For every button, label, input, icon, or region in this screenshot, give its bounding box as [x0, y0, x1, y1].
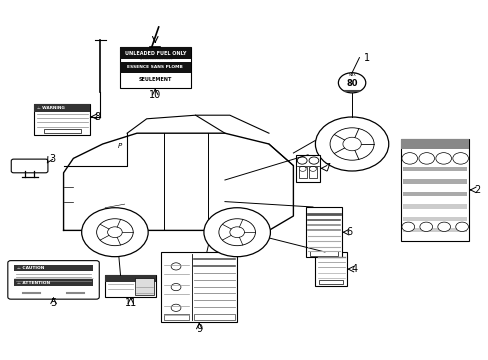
FancyBboxPatch shape	[11, 159, 48, 173]
Bar	[295, 155, 320, 182]
Circle shape	[219, 219, 255, 246]
Bar	[400, 139, 468, 241]
FancyBboxPatch shape	[8, 261, 99, 299]
Text: 80: 80	[346, 79, 357, 88]
Circle shape	[401, 153, 417, 164]
Bar	[403, 167, 466, 171]
Bar	[194, 314, 234, 320]
Bar	[105, 275, 156, 297]
Bar	[400, 139, 468, 149]
Circle shape	[418, 153, 434, 164]
Bar	[403, 204, 466, 209]
Bar	[34, 104, 90, 135]
Circle shape	[452, 153, 468, 164]
Circle shape	[203, 208, 270, 257]
Circle shape	[309, 166, 316, 171]
Circle shape	[455, 222, 468, 231]
Text: ⚠ ATTENTION: ⚠ ATTENTION	[17, 280, 50, 285]
Bar	[135, 278, 154, 295]
Bar	[163, 314, 189, 320]
Bar	[403, 217, 466, 221]
Bar	[14, 279, 93, 286]
Bar	[305, 207, 342, 257]
Circle shape	[97, 219, 133, 246]
Circle shape	[437, 222, 449, 231]
Text: 3: 3	[49, 154, 56, 165]
Bar	[403, 192, 466, 196]
Text: 5: 5	[50, 298, 57, 309]
Text: 4: 4	[350, 264, 357, 274]
Bar	[120, 62, 190, 73]
Text: 6: 6	[346, 227, 352, 237]
Bar	[403, 228, 466, 232]
Text: 1: 1	[364, 53, 370, 63]
Bar	[308, 167, 317, 178]
Circle shape	[338, 73, 365, 93]
Circle shape	[107, 227, 122, 238]
Text: 2: 2	[473, 185, 480, 195]
Text: UNLEADED FUEL ONLY: UNLEADED FUEL ONLY	[124, 51, 185, 56]
Text: ESSENCE SANS PLOMB: ESSENCE SANS PLOMB	[127, 65, 183, 69]
Text: MAX: MAX	[347, 73, 355, 77]
Text: 11: 11	[124, 298, 137, 309]
Text: ⚠ CAUTION: ⚠ CAUTION	[17, 266, 44, 270]
Circle shape	[308, 157, 318, 164]
Bar	[105, 275, 156, 282]
Text: 9: 9	[196, 324, 202, 334]
Circle shape	[435, 153, 450, 164]
Bar	[120, 47, 190, 59]
Circle shape	[171, 263, 181, 270]
Bar	[315, 252, 346, 286]
Circle shape	[297, 157, 306, 164]
Circle shape	[342, 137, 361, 151]
Circle shape	[171, 284, 181, 291]
Text: SEULEMENT: SEULEMENT	[138, 77, 172, 82]
Circle shape	[329, 128, 373, 160]
Circle shape	[171, 304, 181, 311]
Text: ___________________: ___________________	[139, 56, 171, 60]
Bar	[309, 251, 338, 256]
Circle shape	[419, 222, 432, 231]
Bar	[34, 104, 90, 112]
Bar	[403, 179, 466, 184]
Text: 8: 8	[94, 112, 101, 122]
Text: 10: 10	[149, 90, 161, 100]
Bar	[120, 47, 190, 88]
Circle shape	[299, 166, 305, 171]
Text: 7: 7	[324, 163, 330, 173]
Bar	[161, 252, 237, 322]
Bar	[44, 129, 81, 133]
Circle shape	[229, 227, 244, 238]
Text: ⚠ WARNING: ⚠ WARNING	[37, 106, 64, 110]
Circle shape	[81, 208, 148, 257]
Bar	[14, 265, 93, 271]
Circle shape	[401, 222, 414, 231]
Bar	[319, 280, 343, 284]
Bar	[298, 167, 306, 178]
Text: P: P	[118, 143, 122, 149]
Circle shape	[315, 117, 388, 171]
